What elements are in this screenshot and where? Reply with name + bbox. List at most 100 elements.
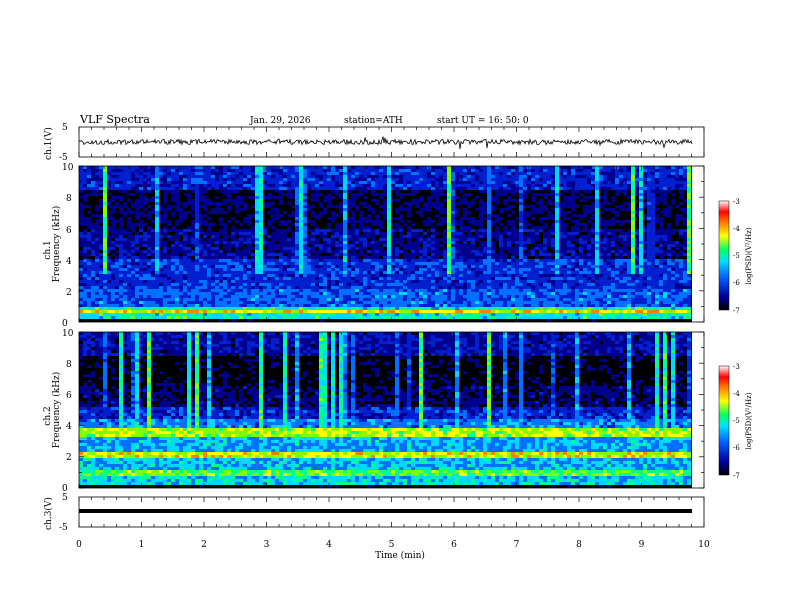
spectrogram-cell bbox=[511, 259, 515, 262]
spectrogram-cell bbox=[643, 220, 647, 223]
spectrogram-cell bbox=[139, 259, 143, 262]
spectrogram-cell bbox=[639, 253, 643, 256]
spectrogram-cell bbox=[95, 196, 99, 199]
spectrogram-cell bbox=[215, 178, 219, 181]
spectrogram-cell bbox=[407, 196, 411, 199]
spectrogram-cell bbox=[223, 229, 227, 232]
spectrogram-cell bbox=[575, 217, 579, 220]
spectrogram-cell bbox=[595, 166, 599, 169]
spectrogram-cell bbox=[343, 223, 347, 226]
spectrogram-cell bbox=[587, 241, 591, 244]
spectrogram-cell bbox=[147, 259, 151, 262]
spectrogram-cell bbox=[247, 196, 251, 199]
spectrogram-cell bbox=[215, 184, 219, 187]
spectrogram-cell bbox=[123, 202, 127, 205]
spectrogram-cell bbox=[435, 232, 439, 235]
spectrogram-cell bbox=[303, 238, 307, 241]
spectrogram-cell bbox=[667, 232, 671, 235]
spectrogram-cell bbox=[407, 175, 411, 178]
spectrogram-cell bbox=[467, 259, 471, 262]
spectrogram-cell bbox=[307, 202, 311, 205]
spectrogram-cell bbox=[299, 244, 303, 247]
spectrogram-cell bbox=[651, 253, 655, 256]
spectrogram-cell bbox=[527, 175, 531, 178]
spectrogram-cell bbox=[247, 232, 251, 235]
spectrogram-cell bbox=[343, 259, 347, 262]
spectrogram-cell bbox=[471, 211, 475, 214]
spectrogram-cell bbox=[603, 187, 607, 190]
spectrogram-cell bbox=[87, 175, 91, 178]
spectrogram-cell bbox=[671, 247, 675, 250]
spectrogram-cell bbox=[479, 229, 483, 232]
spectrogram-cell bbox=[503, 253, 507, 256]
spectrogram-cell bbox=[543, 190, 547, 193]
spectrogram-cell bbox=[247, 187, 251, 190]
spectrogram-cell bbox=[619, 256, 623, 259]
spectrogram-cell bbox=[579, 187, 583, 190]
spectrogram-cell bbox=[427, 184, 431, 187]
spectrogram-cell bbox=[203, 229, 207, 232]
spectrogram-cell bbox=[219, 241, 223, 244]
spectrogram-cell bbox=[411, 184, 415, 187]
spectrogram-cell bbox=[551, 178, 555, 181]
spectrogram-cell bbox=[583, 172, 587, 175]
spectrogram-cell bbox=[151, 169, 155, 172]
spectrogram-cell bbox=[123, 193, 127, 196]
spectrogram-cell bbox=[659, 259, 663, 262]
spectrogram-cell bbox=[659, 208, 663, 211]
spectrogram-cell bbox=[195, 187, 199, 190]
spectrogram-cell bbox=[291, 202, 295, 205]
spectrogram-cell bbox=[539, 223, 543, 226]
spectrogram-cell bbox=[399, 208, 403, 211]
spectrogram-cell bbox=[611, 175, 615, 178]
spectrogram-cell bbox=[543, 202, 547, 205]
spectrogram-cell bbox=[495, 229, 499, 232]
spectrogram-cell bbox=[119, 235, 123, 238]
spectrogram-cell bbox=[391, 169, 395, 172]
spectrogram-cell bbox=[291, 208, 295, 211]
spectrogram-cell bbox=[267, 175, 271, 178]
spectrogram-cell bbox=[119, 187, 123, 190]
spectrogram-cell bbox=[135, 184, 139, 187]
spectrogram-cell bbox=[487, 169, 491, 172]
spectrogram-cell bbox=[515, 253, 519, 256]
spectrogram-cell bbox=[195, 172, 199, 175]
spectrogram-cell bbox=[419, 220, 423, 223]
spectrogram-cell bbox=[339, 232, 343, 235]
spectrogram-cell bbox=[447, 169, 451, 172]
spectrogram-cell bbox=[543, 217, 547, 220]
spectrogram-cell bbox=[627, 244, 631, 247]
spectrogram-cell bbox=[647, 247, 651, 250]
spectrogram-cell bbox=[235, 232, 239, 235]
spectrogram-cell bbox=[403, 217, 407, 220]
spectrogram-cell bbox=[111, 223, 115, 226]
spectrogram-cell bbox=[235, 256, 239, 259]
spectrogram-cell bbox=[259, 229, 263, 232]
spectrogram-cell bbox=[335, 202, 339, 205]
spectrogram-cell bbox=[471, 175, 475, 178]
spectrogram-cell bbox=[275, 187, 279, 190]
spectrogram-cell bbox=[167, 184, 171, 187]
spectrogram-cell bbox=[79, 202, 83, 205]
spectrogram-cell bbox=[623, 190, 627, 193]
spectrogram-cell bbox=[147, 211, 151, 214]
spectrogram-cell bbox=[87, 172, 91, 175]
ch1-spectrogram bbox=[79, 166, 692, 322]
spectrogram-cell bbox=[399, 202, 403, 205]
spectrogram-cell bbox=[179, 238, 183, 241]
spectrogram-cell bbox=[123, 211, 127, 214]
spectrogram-cell bbox=[307, 220, 311, 223]
spectrogram-cell bbox=[235, 181, 239, 184]
spectrogram-cell bbox=[583, 202, 587, 205]
spectrogram-cell bbox=[107, 208, 111, 211]
spectrogram-cell bbox=[307, 223, 311, 226]
spectrogram-cell bbox=[567, 229, 571, 232]
spectrogram-cell bbox=[215, 259, 219, 262]
spectrogram-cell bbox=[147, 166, 151, 169]
spectrogram-cell bbox=[563, 196, 567, 199]
spectrogram-cell bbox=[539, 259, 543, 262]
spectrogram-cell bbox=[227, 217, 231, 220]
spectrogram-cell bbox=[111, 232, 115, 235]
spectrogram-cell bbox=[179, 178, 183, 181]
spectrogram-cell bbox=[191, 244, 195, 247]
